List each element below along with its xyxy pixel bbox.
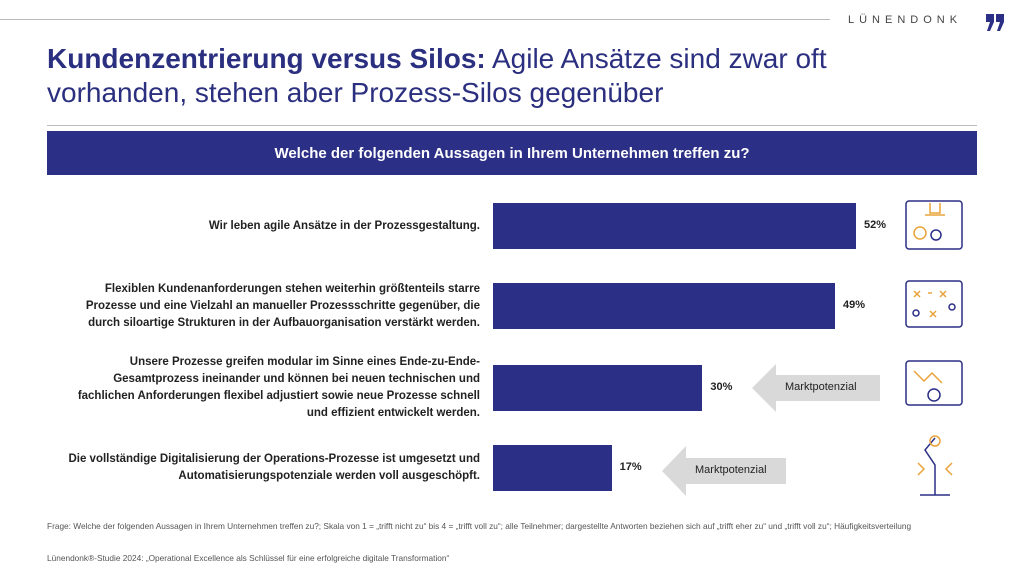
category-label: Flexiblen Kundenanforderungen stehen wei… <box>85 282 480 329</box>
icons <box>905 200 963 496</box>
annotation: Marktpotenzial <box>785 381 857 393</box>
value-label: 17% <box>619 461 642 473</box>
category-label: Wir leben agile Ansätze in der Prozessge… <box>208 219 480 232</box>
logo-mark <box>986 14 1004 31</box>
bar <box>493 203 856 249</box>
title-rest: Agile Ansätze sind zwar oft vorhanden, s… <box>47 43 827 108</box>
logo: LÜNENDONK <box>848 14 963 26</box>
top-rule <box>0 19 830 20</box>
question-banner: Welche der folgenden Aussagen in Ihrem U… <box>47 131 977 175</box>
title: Kundenzentrierung versus Silos: Agile An… <box>47 42 927 110</box>
footnote: Frage: Welche der folgenden Aussagen in … <box>47 521 912 531</box>
bar <box>493 283 836 329</box>
value-label: 30% <box>710 381 733 393</box>
arrow <box>752 364 880 412</box>
bar <box>493 365 703 411</box>
title-rule <box>47 125 977 126</box>
arrow <box>662 446 786 496</box>
source: Lünendonk®-Studie 2024: „Operational Exc… <box>47 553 450 563</box>
category-label: Unsere Prozesse greifen modular im Sinne… <box>77 356 480 419</box>
value-label: 49% <box>843 299 866 311</box>
title-bold: Kundenzentrierung versus Silos: <box>47 43 486 74</box>
category-label: Die vollständige Digitalisierung der Ope… <box>68 453 480 482</box>
value-label: 52% <box>863 219 886 231</box>
annotation: Marktpotenzial <box>695 464 767 476</box>
bar <box>493 445 612 491</box>
